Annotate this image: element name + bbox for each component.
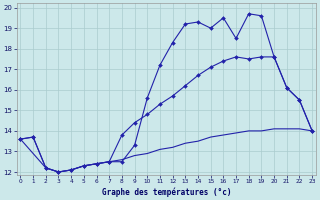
X-axis label: Graphe des températures (°c): Graphe des températures (°c) (101, 187, 231, 197)
